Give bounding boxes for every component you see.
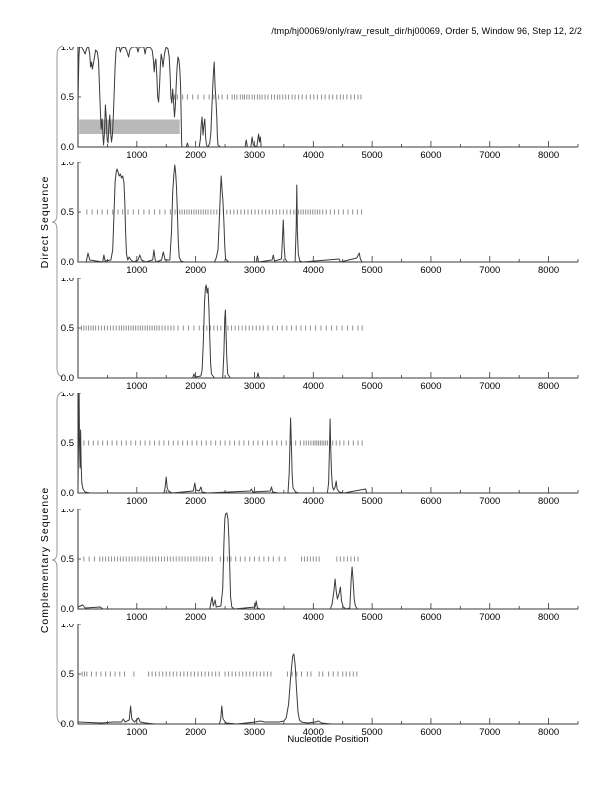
subplot-5: 1000 2000 3000 4000 5000 6000 7000 8000 0.0 0.5 1.…: [0, 508, 612, 623]
x-tick-label: 3000: [244, 496, 265, 507]
axis-spines: [77, 162, 578, 263]
x-tick-label: 8000: [538, 150, 559, 161]
x-tick-label: 3000: [244, 265, 265, 276]
x-tick-label: 3000: [244, 612, 265, 623]
x-tick-label: 3000: [244, 381, 265, 392]
x-tick-label: 6000: [420, 150, 441, 161]
x-tick-label: 4000: [303, 496, 324, 507]
y-tick-label: 0.5: [61, 92, 74, 103]
x-tick-label: 5000: [362, 612, 383, 623]
x-tick-label: 2000: [185, 727, 206, 738]
y-tick-label: 0.0: [61, 604, 74, 615]
direct-sequence-brace: [51, 45, 64, 378]
x-tick-label: 2000: [185, 381, 206, 392]
x-tick-label: 7000: [479, 727, 500, 738]
probability-curve: [77, 653, 578, 725]
x-tick-label: 1000: [126, 727, 147, 738]
x-tick-label: 5000: [362, 727, 383, 738]
x-tick-label: 5000: [362, 381, 383, 392]
x-tick-label: 8000: [538, 496, 559, 507]
probability-curve: [78, 164, 578, 263]
x-tick-label: 1000: [126, 496, 147, 507]
x-tick-label: 4000: [303, 727, 324, 738]
complementary-sequence-brace: [51, 391, 64, 725]
x-tick-label: 6000: [420, 727, 441, 738]
y-tick-label: 0.0: [61, 142, 74, 153]
y-tick-label: 0.0: [61, 719, 74, 730]
x-tick-label: 1000: [126, 150, 147, 161]
subplot-4: 1000 2000 3000 4000 5000 6000 7000 8000 0.0 0.5 1.…: [0, 393, 612, 507]
x-tick-label: 7000: [479, 265, 500, 276]
y-tick-label: 1.0: [61, 393, 74, 399]
x-tick-label: 4000: [303, 612, 324, 623]
x-tick-label: 7000: [479, 612, 500, 623]
x-tick-label: 7000: [479, 496, 500, 507]
y-tick-label: 0.0: [61, 488, 74, 499]
x-tick-label: 8000: [538, 381, 559, 392]
x-tick-label: 1000: [126, 612, 147, 623]
y-tick-label: 0.5: [61, 554, 74, 565]
y-tick-label: 1.0: [61, 47, 74, 53]
x-tick-label: 5000: [362, 265, 383, 276]
x-tick-label: 6000: [420, 496, 441, 507]
x-tick-label: 7000: [479, 150, 500, 161]
x-tick-label: 6000: [420, 381, 441, 392]
x-tick-label: 1000: [126, 381, 147, 392]
y-tick-label: 0.5: [61, 207, 74, 218]
y-tick-label: 0.5: [61, 323, 74, 334]
x-tick-label: 6000: [420, 265, 441, 276]
plot-title: /tmp/hj00069/only/raw_result_dir/hj00069…: [271, 26, 582, 36]
x-tick-label: 2000: [185, 496, 206, 507]
x-tick-label: 4000: [303, 150, 324, 161]
axis-spines: [77, 393, 578, 494]
x-tick-label: 2000: [185, 612, 206, 623]
x-tick-label: 4000: [303, 381, 324, 392]
x-tick-label: 5000: [362, 496, 383, 507]
probability-curve: [77, 393, 578, 494]
x-tick-label: 6000: [420, 612, 441, 623]
probability-curve: [77, 47, 578, 148]
sequence-group-braces: [51, 45, 64, 725]
y-tick-label: 0.0: [61, 257, 74, 268]
x-tick-label: 2000: [185, 265, 206, 276]
y-tick-label: 0.5: [61, 669, 74, 680]
x-tick-label: 5000: [362, 150, 383, 161]
subplot-6: 1000 2000 3000 4000 5000 6000 7000 8000 0.0 0.5 1.…: [0, 624, 612, 738]
y-tick-label: 0.5: [61, 438, 74, 449]
x-tick-label: 4000: [303, 265, 324, 276]
x-tick-label: 3000: [244, 727, 265, 738]
x-tick-label: 3000: [244, 150, 265, 161]
axis-spines: [77, 624, 578, 725]
axis-spines: [77, 277, 578, 379]
y-tick-label: 1.0: [61, 278, 74, 284]
subplot-2: 1000 2000 3000 4000 5000 6000 7000 8000 0.0 0.5 1.…: [0, 162, 612, 276]
probability-curve: [78, 284, 578, 379]
x-tick-label: 1000: [126, 265, 147, 276]
probability-curve: [77, 512, 578, 610]
x-tick-label: 8000: [538, 727, 559, 738]
x-tick-label: 8000: [538, 265, 559, 276]
subplot-1: 1000 2000 3000 4000 5000 6000 7000 8000 0.0 0.5 1.…: [0, 47, 612, 161]
x-tick-label: 2000: [185, 150, 206, 161]
x-tick-label: 7000: [479, 381, 500, 392]
x-tick-label: 8000: [538, 612, 559, 623]
y-tick-label: 1.0: [61, 509, 74, 515]
subplot-3: 1000 2000 3000 4000 5000 6000 7000 8000 0.0 0.5 1.…: [0, 277, 612, 392]
y-tick-label: 0.0: [61, 373, 74, 384]
y-tick-label: 1.0: [61, 624, 74, 630]
gene-region-bar: [79, 119, 180, 134]
x-axis-label: Nucleotide Position: [287, 734, 369, 745]
y-tick-label: 1.0: [61, 162, 74, 168]
